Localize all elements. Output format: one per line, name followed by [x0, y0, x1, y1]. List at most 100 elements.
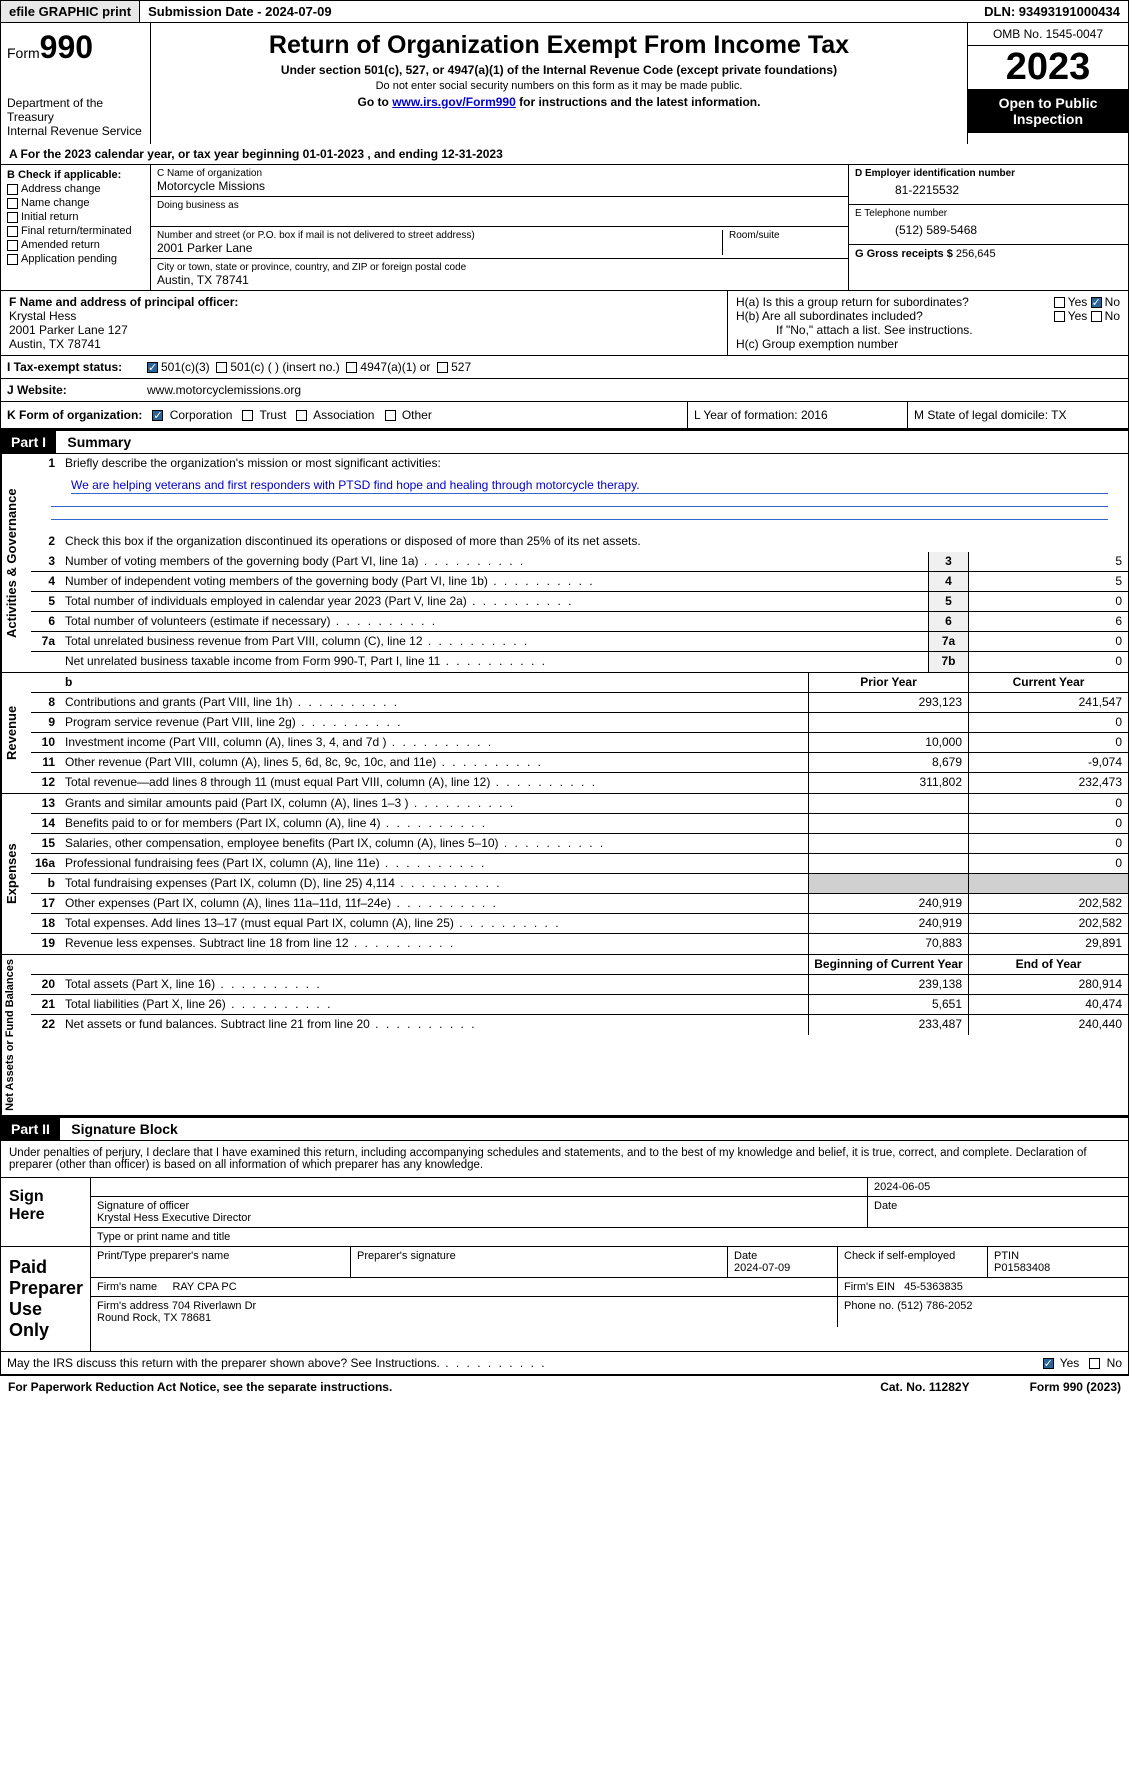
topbar: efile GRAPHIC print Submission Date - 20…	[0, 0, 1129, 23]
row-20: 20 Total assets (Part X, line 16) 239,13…	[31, 975, 1128, 995]
row-19: 19 Revenue less expenses. Subtract line …	[31, 934, 1128, 954]
form-subtitle: Under section 501(c), 527, or 4947(a)(1)…	[161, 63, 957, 77]
chk-4947[interactable]	[346, 362, 357, 373]
discuss-yes[interactable]	[1043, 1358, 1054, 1369]
box-d-ein: D Employer identification number 81-2215…	[849, 165, 1128, 205]
discuss-row: May the IRS discuss this return with the…	[0, 1352, 1129, 1375]
footer-cat: Cat. No. 11282Y	[880, 1380, 969, 1394]
part-1-header: Part I Summary	[0, 429, 1129, 454]
dln: DLN: 93493191000434	[976, 1, 1128, 22]
box-m: M State of legal domicile: TX	[908, 402, 1128, 428]
gov-row-3: 3 Number of voting members of the govern…	[31, 552, 1128, 572]
irs-link[interactable]: www.irs.gov/Form990	[392, 95, 516, 109]
summary-expenses: Expenses 13 Grants and similar amounts p…	[0, 794, 1129, 955]
chk-app-pending[interactable]: Application pending	[7, 253, 144, 265]
col-end: End of Year	[968, 955, 1128, 974]
box-g-receipts: G Gross receipts $ 256,645	[849, 245, 1128, 263]
gov-row-4: 4 Number of independent voting members o…	[31, 572, 1128, 592]
type-name-label: Type or print name and title	[91, 1228, 1128, 1246]
prep-sig-label: Preparer's signature	[351, 1247, 728, 1277]
footer-right: Form 990 (2023)	[1030, 1380, 1121, 1394]
sign-here-block: Sign Here 2024-06-05 Signature of office…	[0, 1177, 1129, 1247]
chk-501c3[interactable]	[147, 362, 158, 373]
box-h: H(a) Is this a group return for subordin…	[728, 291, 1128, 355]
chk-final-return[interactable]: Final return/terminated	[7, 225, 144, 237]
discuss-no[interactable]	[1089, 1358, 1100, 1369]
row-14: 14 Benefits paid to or for members (Part…	[31, 814, 1128, 834]
box-l: L Year of formation: 2016	[688, 402, 908, 428]
box-b: B Check if applicable: Address change Na…	[1, 165, 151, 290]
gov-row-7b: Net unrelated business taxable income fr…	[31, 652, 1128, 672]
row-website: J Website: www.motorcyclemissions.org	[0, 379, 1129, 402]
box-b-header: B Check if applicable:	[7, 169, 144, 181]
row-22: 22 Net assets or fund balances. Subtract…	[31, 1015, 1128, 1035]
summary-governance: Activities & Governance 1 Briefly descri…	[0, 454, 1129, 673]
chk-527[interactable]	[437, 362, 448, 373]
h-b: H(b) Are all subordinates included? Yes …	[736, 309, 1120, 323]
website-value: www.motorcyclemissions.org	[147, 383, 301, 397]
q1-mission: Briefly describe the organization's miss…	[61, 454, 1128, 474]
row-17: 17 Other expenses (Part IX, column (A), …	[31, 894, 1128, 914]
sign-here-label: Sign Here	[1, 1178, 91, 1246]
submission-date: Submission Date - 2024-07-09	[140, 1, 340, 22]
tab-revenue: Revenue	[1, 673, 31, 793]
chk-address-change[interactable]: Address change	[7, 183, 144, 195]
efile-print-button[interactable]: efile GRAPHIC print	[1, 1, 140, 22]
mission-text: We are helping veterans and first respon…	[71, 478, 1108, 494]
gov-row-6: 6 Total number of volunteers (estimate i…	[31, 612, 1128, 632]
h-note: If "No," attach a list. See instructions…	[736, 323, 1120, 337]
summary-revenue: Revenue b Prior Year Current Year 8 Cont…	[0, 673, 1129, 794]
page-footer: For Paperwork Reduction Act Notice, see …	[0, 1375, 1129, 1398]
chk-initial-return[interactable]: Initial return	[7, 211, 144, 223]
chk-other[interactable]	[385, 410, 396, 421]
box-e-phone: E Telephone number (512) 589-5468	[849, 205, 1128, 245]
penalty-statement: Under penalties of perjury, I declare th…	[0, 1141, 1129, 1177]
dept-label: Department of the Treasury Internal Reve…	[7, 96, 144, 138]
firm-ein: Firm's EIN 45-5363835	[838, 1278, 1128, 1296]
footer-left: For Paperwork Reduction Act Notice, see …	[8, 1380, 392, 1394]
row-13: 13 Grants and similar amounts paid (Part…	[31, 794, 1128, 814]
row-16a: 16a Professional fundraising fees (Part …	[31, 854, 1128, 874]
row-9: 9 Program service revenue (Part VIII, li…	[31, 713, 1128, 733]
prep-date: Date2024-07-09	[728, 1247, 838, 1277]
tax-year: 2023	[968, 46, 1128, 89]
form-note-link: Go to www.irs.gov/Form990 for instructio…	[161, 95, 957, 109]
omb-number: OMB No. 1545-0047	[968, 23, 1128, 46]
chk-corp[interactable]	[152, 410, 163, 421]
q2-discontinued: Check this box if the organization disco…	[61, 532, 1128, 552]
chk-amended[interactable]: Amended return	[7, 239, 144, 251]
ptin: PTINP01583408	[988, 1247, 1128, 1277]
paid-preparer-label: Paid Preparer Use Only	[1, 1247, 91, 1351]
row-12: 12 Total revenue—add lines 8 through 11 …	[31, 773, 1128, 793]
box-c-address: Number and street (or P.O. box if mail i…	[151, 227, 848, 259]
row-15: 15 Salaries, other compensation, employe…	[31, 834, 1128, 854]
chk-name-change[interactable]: Name change	[7, 197, 144, 209]
form-number: Form990	[7, 29, 144, 66]
date-label: Date	[868, 1197, 1128, 1227]
box-c-name: C Name of organization Motorcycle Missio…	[151, 165, 848, 197]
box-c-city: City or town, state or province, country…	[151, 259, 848, 290]
chk-501c[interactable]	[216, 362, 227, 373]
row-8: 8 Contributions and grants (Part VIII, l…	[31, 693, 1128, 713]
paid-preparer-block: Paid Preparer Use Only Print/Type prepar…	[0, 1247, 1129, 1352]
form-title: Return of Organization Exempt From Incom…	[161, 31, 957, 60]
row-tax-status: I Tax-exempt status: 501(c)(3) 501(c) ( …	[0, 356, 1129, 379]
tab-governance: Activities & Governance	[1, 454, 31, 672]
section-f-h: F Name and address of principal officer:…	[0, 291, 1129, 356]
form-note-ssn: Do not enter social security numbers on …	[161, 80, 957, 92]
chk-assoc[interactable]	[296, 410, 307, 421]
part-2-header: Part II Signature Block	[0, 1116, 1129, 1141]
col-prior-year: Prior Year	[808, 673, 968, 692]
h-a: H(a) Is this a group return for subordin…	[736, 295, 1120, 309]
row-klm: K Form of organization: Corporation Trus…	[0, 402, 1129, 429]
box-c-dba: Doing business as	[151, 197, 848, 227]
form-header: Form990 Department of the Treasury Inter…	[0, 23, 1129, 144]
public-inspection: Open to Public Inspection	[968, 89, 1128, 133]
box-k: K Form of organization: Corporation Trus…	[1, 402, 688, 428]
line-a-tax-year: A For the 2023 calendar year, or tax yea…	[0, 144, 1129, 165]
self-employed: Check if self-employed	[838, 1247, 988, 1277]
col-beginning: Beginning of Current Year	[808, 955, 968, 974]
row-11: 11 Other revenue (Part VIII, column (A),…	[31, 753, 1128, 773]
chk-trust[interactable]	[242, 410, 253, 421]
gov-row-7a: 7a Total unrelated business revenue from…	[31, 632, 1128, 652]
